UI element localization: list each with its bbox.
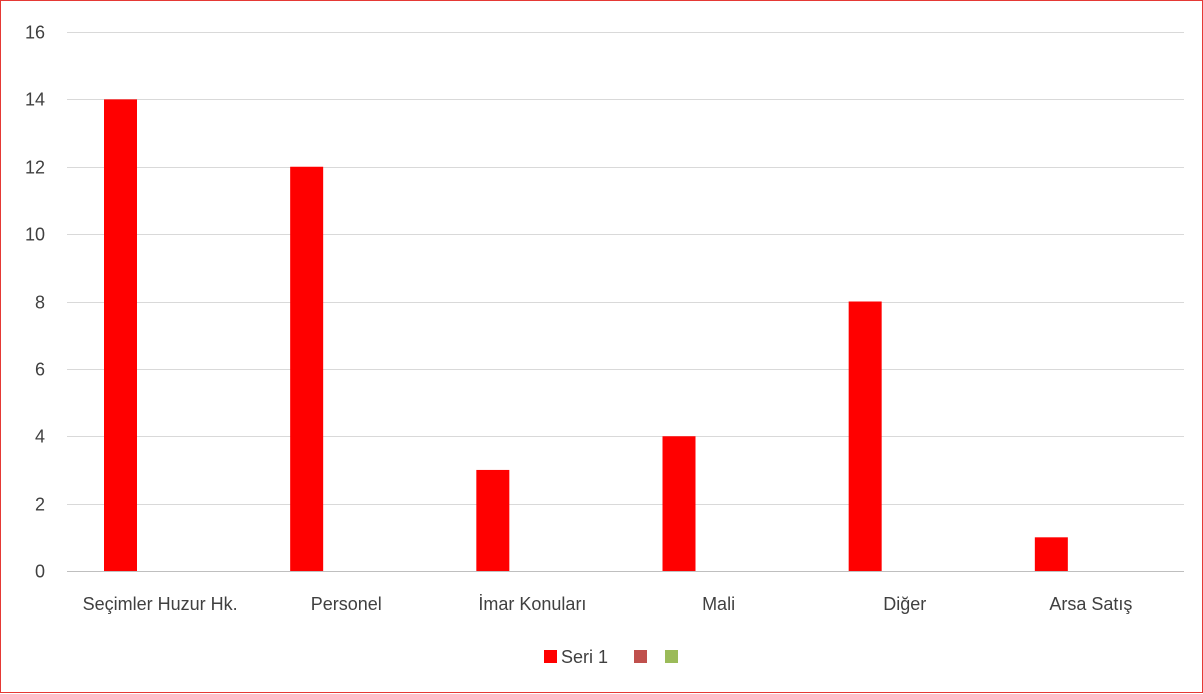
y-tick-label: 4 [35,427,45,447]
y-tick-label: 16 [25,23,45,43]
gridlines [67,32,1184,572]
y-axis-ticks: 0 2 4 6 8 10 12 14 16 [25,23,45,582]
y-tick-label: 10 [25,225,45,245]
y-tick-label: 0 [35,562,45,582]
x-axis-labels: Seçimler Huzur Hk. Personel İmar Konuları M… [83,594,1133,614]
bars [104,99,1068,571]
bar-6 [1034,537,1068,571]
x-category-label: Mali [702,594,735,614]
bar-5 [848,301,882,571]
x-category-label: Arsa Satış [1049,594,1132,614]
y-tick-label: 12 [25,158,45,178]
legend-label-series-1: Seri 1 [561,647,608,667]
legend-swatch-series-1 [544,650,557,663]
y-tick-label: 8 [35,293,45,313]
bar-2 [290,166,324,571]
y-tick-label: 6 [35,360,45,380]
legend-swatch-series-3 [665,650,678,663]
x-category-label: Diğer [883,594,926,614]
y-tick-label: 14 [25,90,45,110]
bar-4 [662,436,696,571]
bar-3 [476,469,510,571]
legend-swatch-series-2 [634,650,647,663]
x-category-label: Seçimler Huzur Hk. [83,594,238,614]
bar-1 [104,99,137,571]
legend: Seri 1 [544,647,678,667]
x-category-label: Personel [311,594,382,614]
y-tick-label: 2 [35,495,45,515]
x-category-label: İmar Konuları [478,594,586,614]
